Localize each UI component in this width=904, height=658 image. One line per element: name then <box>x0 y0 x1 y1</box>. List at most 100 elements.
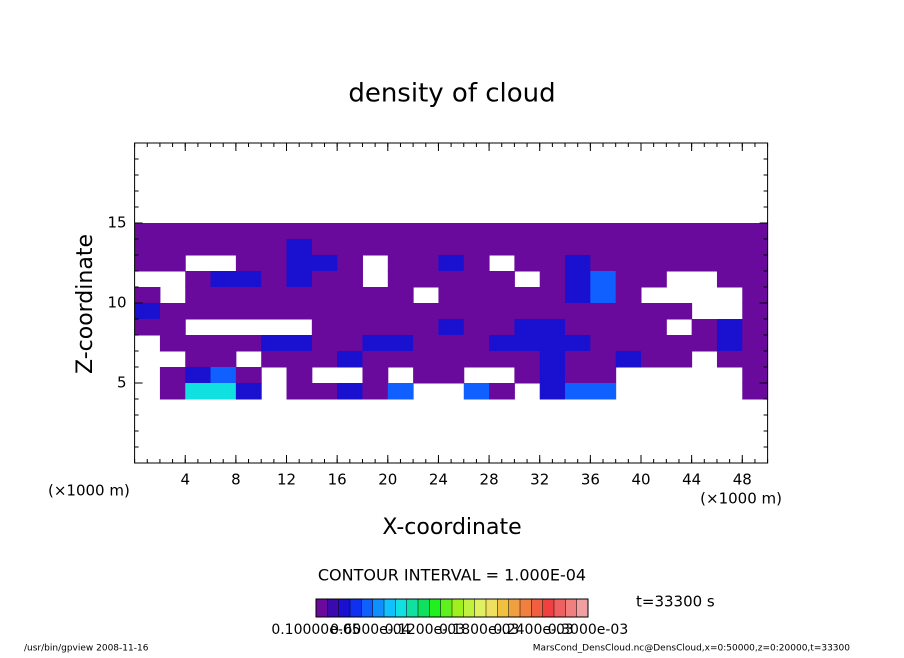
density-cell <box>565 255 591 272</box>
density-cell <box>210 239 237 256</box>
density-cell <box>311 223 338 240</box>
density-cell <box>134 239 161 256</box>
density-cell <box>641 223 667 240</box>
density-cell <box>261 287 288 304</box>
density-cell <box>337 287 363 304</box>
density-cell <box>286 255 313 272</box>
density-cell <box>362 367 389 384</box>
density-cell <box>565 319 591 336</box>
density-cell <box>134 223 161 240</box>
density-cell <box>235 303 262 320</box>
density-cell <box>286 271 313 288</box>
density-cell <box>539 271 566 288</box>
density-cell <box>438 303 465 320</box>
density-cell <box>565 287 591 304</box>
density-cell <box>438 351 465 368</box>
y-tick-label: 10 <box>108 294 127 312</box>
density-cell <box>387 319 414 336</box>
density-cell <box>185 351 212 368</box>
density-cell <box>337 335 363 352</box>
density-cell <box>235 271 262 288</box>
density-cell <box>590 239 617 256</box>
x-axis-label: X-coordinate <box>382 515 521 540</box>
density-cell <box>691 223 718 240</box>
colorbar-swatch <box>350 599 362 617</box>
density-cell <box>565 303 591 320</box>
density-cell <box>590 351 617 368</box>
density-cell <box>286 239 313 256</box>
x-tick-label: 44 <box>682 471 701 489</box>
density-cell <box>489 287 515 304</box>
density-cell <box>539 367 566 384</box>
density-cell <box>413 303 439 320</box>
density-cell <box>565 367 591 384</box>
density-cell <box>539 287 566 304</box>
density-cell <box>438 367 465 384</box>
density-cell <box>539 351 566 368</box>
density-cell <box>235 239 262 256</box>
colorbar-swatch <box>508 599 521 617</box>
density-cell <box>716 271 743 288</box>
density-cell <box>286 351 313 368</box>
density-cell <box>615 255 642 272</box>
density-cell <box>185 367 212 384</box>
colorbar-swatch <box>440 599 453 617</box>
density-cell <box>615 351 642 368</box>
density-cell <box>134 303 161 320</box>
density-cell <box>286 223 313 240</box>
density-cell <box>691 255 718 272</box>
density-cell <box>716 319 743 336</box>
density-cell <box>185 335 212 352</box>
density-cell <box>413 335 439 352</box>
density-cell <box>185 271 212 288</box>
x-tick-label: 20 <box>378 471 397 489</box>
density-cell <box>261 239 288 256</box>
density-cell <box>286 287 313 304</box>
colorbar-swatch <box>554 599 566 617</box>
density-cell <box>565 271 591 288</box>
density-cell <box>641 255 667 272</box>
density-cell <box>514 351 541 368</box>
density-cell <box>641 239 667 256</box>
colorbar-swatch <box>474 599 487 617</box>
density-cell <box>387 383 414 400</box>
density-cell <box>286 367 313 384</box>
colorbar-swatch <box>384 599 396 617</box>
density-cell <box>362 239 389 256</box>
density-cell <box>387 303 414 320</box>
density-cell <box>311 335 338 352</box>
density-cell <box>489 271 515 288</box>
density-cell <box>463 351 490 368</box>
colorbar-swatch <box>338 599 351 617</box>
colorbar-swatch <box>418 599 430 617</box>
x-tick-label: 12 <box>277 471 296 489</box>
colorbar-swatch <box>520 599 532 617</box>
density-cell <box>185 383 212 400</box>
density-cell <box>362 223 389 240</box>
density-cell <box>311 287 338 304</box>
density-cell <box>337 271 363 288</box>
colorbar-swatch <box>531 599 543 617</box>
density-cell <box>210 383 237 400</box>
density-cell <box>742 271 769 288</box>
density-cell <box>742 335 769 352</box>
footer-left: /usr/bin/gpview 2008-11-16 <box>24 644 149 654</box>
density-cell <box>387 255 414 272</box>
density-cell <box>691 239 718 256</box>
x-tick-label: 40 <box>631 471 650 489</box>
density-cell <box>387 239 414 256</box>
density-cell <box>489 335 515 352</box>
density-cell <box>362 287 389 304</box>
colorbar-swatch <box>406 599 419 617</box>
density-cell <box>159 367 186 384</box>
density-cell <box>210 335 237 352</box>
density-cell <box>716 335 743 352</box>
density-cell <box>539 239 566 256</box>
density-cell <box>590 335 617 352</box>
density-cell <box>311 351 338 368</box>
density-cell <box>641 335 667 352</box>
density-cell <box>261 351 288 368</box>
density-cell <box>489 303 515 320</box>
density-cell <box>716 351 743 368</box>
